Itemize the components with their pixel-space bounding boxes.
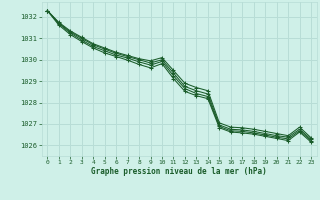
X-axis label: Graphe pression niveau de la mer (hPa): Graphe pression niveau de la mer (hPa) <box>91 167 267 176</box>
